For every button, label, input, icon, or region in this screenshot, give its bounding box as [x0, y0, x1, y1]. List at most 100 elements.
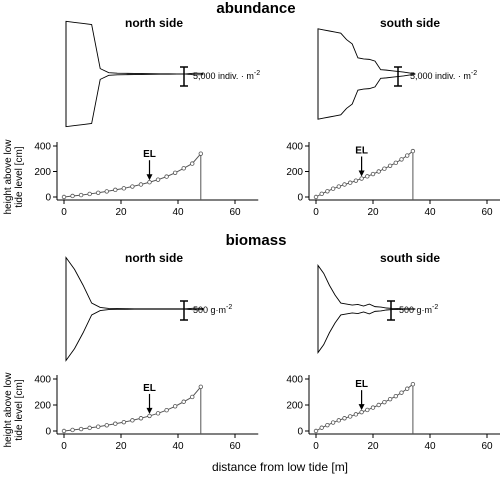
data-point — [130, 418, 135, 423]
data-point — [121, 186, 127, 191]
y-tick-label: 200 — [286, 401, 303, 412]
x-tick-label: 0 — [313, 441, 319, 452]
data-point — [61, 428, 67, 434]
section-title-biomass: biomass — [226, 232, 287, 249]
scale-label: 5,000 indiv. · m-2 — [410, 70, 477, 81]
x-tick-label: 0 — [61, 441, 67, 452]
data-point — [336, 184, 341, 189]
data-point — [399, 390, 404, 395]
y-axis-label-line1: height above low — [3, 139, 14, 215]
y-axis-label-line1: height above low — [3, 372, 14, 448]
data-point — [376, 402, 381, 408]
data-point — [130, 184, 135, 189]
data-point — [95, 190, 101, 195]
el-arrow-head — [358, 170, 365, 177]
section-title-abundance: abundance — [216, 0, 295, 17]
data-point — [78, 192, 84, 198]
y-tick-label: 200 — [34, 401, 51, 412]
data-point — [405, 153, 410, 158]
data-point — [61, 194, 67, 200]
data-point — [138, 416, 144, 421]
el-label: EL — [355, 146, 368, 157]
x-tick-label: 40 — [424, 207, 436, 218]
data-point — [410, 148, 416, 154]
scale-label: 500 g·m-2 — [193, 304, 232, 315]
y-tick-label: 0 — [45, 193, 51, 204]
data-point — [155, 411, 161, 416]
side-label-south-biomass: south side — [380, 251, 440, 265]
data-point — [181, 399, 186, 404]
x-tick-label: 20 — [367, 441, 379, 452]
x-tick-label: 0 — [313, 207, 319, 218]
data-point — [359, 409, 364, 415]
data-point — [113, 187, 118, 193]
kite-plot-abundance-south — [317, 28, 416, 120]
kite-plot-biomass-south — [317, 264, 416, 354]
scale-label: 500 g·m-2 — [399, 304, 438, 315]
side-label-south-abundance: south side — [380, 16, 440, 30]
data-point — [405, 386, 410, 391]
data-point — [319, 425, 324, 430]
data-point — [382, 166, 387, 171]
scale-bar-abundance-south: 5,000 indiv. · m-2 — [394, 66, 477, 87]
x-tick-label: 20 — [115, 207, 127, 218]
data-point — [95, 424, 101, 429]
data-point — [190, 161, 195, 166]
el-arrow-head — [146, 407, 153, 414]
el-label: EL — [143, 383, 156, 394]
y-tick-label: 400 — [286, 375, 303, 386]
y-tick-label: 400 — [34, 375, 51, 386]
y-tick-label: 0 — [297, 427, 303, 438]
data-point — [155, 177, 161, 182]
y-tick-label: 400 — [286, 142, 303, 153]
data-point — [382, 399, 387, 405]
scale-bar-biomass-north: 500 g·m-2 — [180, 300, 232, 321]
x-tick-label: 40 — [172, 207, 184, 218]
el-label: EL — [143, 149, 156, 160]
scale-bar-abundance-north: 5,000 indiv. · m-2 — [180, 66, 260, 87]
y-tick-label: 200 — [34, 167, 51, 178]
data-point — [198, 384, 203, 389]
data-point — [164, 408, 169, 413]
data-point — [353, 178, 359, 183]
data-point — [104, 423, 109, 428]
profile-line — [315, 383, 414, 432]
el-arrow-head — [358, 404, 365, 411]
data-point — [164, 174, 169, 179]
el-arrow-head — [146, 174, 153, 181]
data-point — [330, 420, 336, 425]
data-point — [399, 157, 404, 162]
data-point — [78, 426, 84, 432]
x-tick-label: 40 — [172, 441, 184, 452]
data-point — [330, 186, 336, 191]
data-point — [387, 163, 393, 168]
y-tick-label: 0 — [45, 427, 51, 438]
data-point — [348, 180, 353, 185]
data-point — [353, 412, 359, 417]
profile-chart-abundance-north: 0 200 400 0 20 40 60 EL — [34, 142, 259, 218]
data-point — [370, 405, 376, 410]
data-point — [172, 404, 178, 409]
data-point — [181, 166, 186, 171]
data-point — [393, 393, 398, 399]
profile-line — [63, 153, 202, 198]
data-point — [87, 191, 92, 197]
kite-outline — [317, 264, 416, 354]
profile-chart-biomass-south: 0 200 400 0 20 40 60 EL — [286, 375, 500, 452]
kite-plot-abundance-north — [65, 20, 204, 128]
y-tick-label: 200 — [286, 167, 303, 178]
data-point — [342, 416, 347, 421]
data-point — [198, 151, 203, 156]
y-tick-label: 0 — [297, 193, 303, 204]
data-point — [121, 419, 127, 425]
data-point — [104, 189, 109, 194]
profile-chart-biomass-north: 0 200 400 0 20 40 60 EL — [34, 375, 259, 452]
side-label-north-abundance: north side — [125, 16, 183, 30]
data-point — [313, 428, 319, 434]
x-axis-label: distance from low tide [m] — [212, 460, 348, 474]
kite-outline — [65, 20, 204, 128]
scale-label: 5,000 indiv. · m-2 — [193, 70, 260, 81]
data-point — [113, 421, 118, 426]
data-point — [172, 170, 178, 175]
